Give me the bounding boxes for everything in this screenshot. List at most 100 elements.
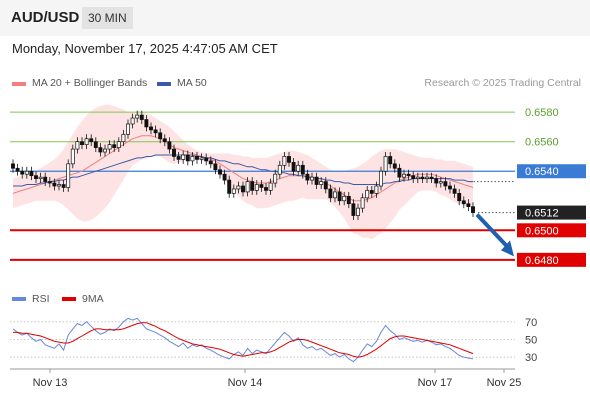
candle-body [314,176,319,185]
candle-body [356,207,360,216]
candle-body [213,163,218,171]
candle-body [176,156,181,160]
candle-body [66,163,71,188]
candle-body [333,191,337,199]
symbol-title: AUD/USD [11,9,80,26]
candle-body [448,185,452,190]
candle-body [346,195,351,205]
level-value: 0.6580 [525,107,559,119]
candle-body [328,188,333,199]
candle-body [461,200,466,205]
candle-body [107,144,112,150]
candle-body [70,148,75,165]
x-tick-label: Nov 14 [228,377,263,389]
level-value: 0.6500 [525,225,559,237]
candle-body [93,141,98,148]
candle-body [24,170,29,175]
candle-body [337,191,342,202]
candle-body [259,184,264,188]
candle-body [342,195,347,202]
candle-body [420,176,425,179]
level-label: 0.6480 [517,252,586,267]
candle-body [254,184,259,191]
candle-body [369,190,374,194]
candle-body [388,156,393,165]
candle-body [52,182,57,187]
candle-body [351,203,356,216]
level-label: 0.6580 [525,107,559,119]
candle-body [222,173,227,181]
candle-body [392,163,397,169]
candle-body [38,176,43,179]
candle-body [466,203,471,208]
level-value: 0.6480 [525,255,559,267]
rsi-legend-swatch [12,297,26,301]
candle-body [241,185,245,193]
candle-body [144,119,149,128]
rsi-legend-label: 9MA [82,293,104,305]
rsi-tick-label: 30 [525,352,537,364]
candle-body [250,181,255,191]
candle-body [379,170,383,187]
candle-body [98,147,103,153]
candle-body [172,148,176,157]
candle-body [236,185,241,190]
x-tick-label: Nov 17 [418,377,453,389]
candles [11,110,475,220]
rsi-legend-swatch [62,297,76,301]
candle-body [61,184,66,188]
credit-text: Research © 2025 Trading Central [424,77,581,89]
timeframe-badge[interactable]: 30 MIN [82,7,133,29]
rsi-tick-label: 70 [525,317,537,329]
legend-swatch [12,82,26,86]
candle-body [75,141,80,150]
candle-body [47,181,52,184]
candle-body [402,173,406,178]
rsi-line [12,317,474,363]
candle-body [287,156,291,163]
candle-body [167,141,172,150]
candle-body [296,164,301,172]
candle-body [84,138,89,145]
candle-body [282,156,287,166]
rsi-ma-line [13,322,474,358]
level-value: 0.6512 [525,208,559,220]
candle-body [149,126,153,131]
ma50-line [13,154,473,187]
rsi-legend-label: RSI [32,293,50,305]
candle-body [397,167,402,178]
candle-body [34,175,38,179]
candle-body [268,182,273,191]
candle-body [29,170,34,177]
candle-body [57,184,61,187]
level-label: 0.6560 [525,137,559,149]
candle-body [121,133,126,143]
candle-body [310,176,314,181]
legend-label: MA 20 + Bollinger Bands [32,77,147,89]
candle-body [139,114,144,120]
candle-body [277,164,282,175]
level-value: 0.6540 [525,166,559,178]
x-tick-label: Nov 25 [487,377,522,389]
candle-body [130,117,135,125]
candle-body [162,138,167,143]
candle-body [434,178,439,184]
candle-body [425,176,429,179]
candle-body [429,176,434,179]
candle-body [80,141,84,145]
candle-body [195,156,199,160]
candle-body [245,181,250,193]
candle-body [406,173,411,177]
candle-body [411,175,416,179]
legend-label: MA 50 [177,77,207,89]
candle-body [199,157,204,160]
candle-body [264,187,268,191]
candle-body [20,170,25,175]
candle-body [383,156,388,172]
candle-body [452,188,457,194]
candle-body [158,132,163,140]
candle-body [89,138,94,143]
level-box [517,252,586,267]
level-label: 0.6540 [517,164,586,179]
